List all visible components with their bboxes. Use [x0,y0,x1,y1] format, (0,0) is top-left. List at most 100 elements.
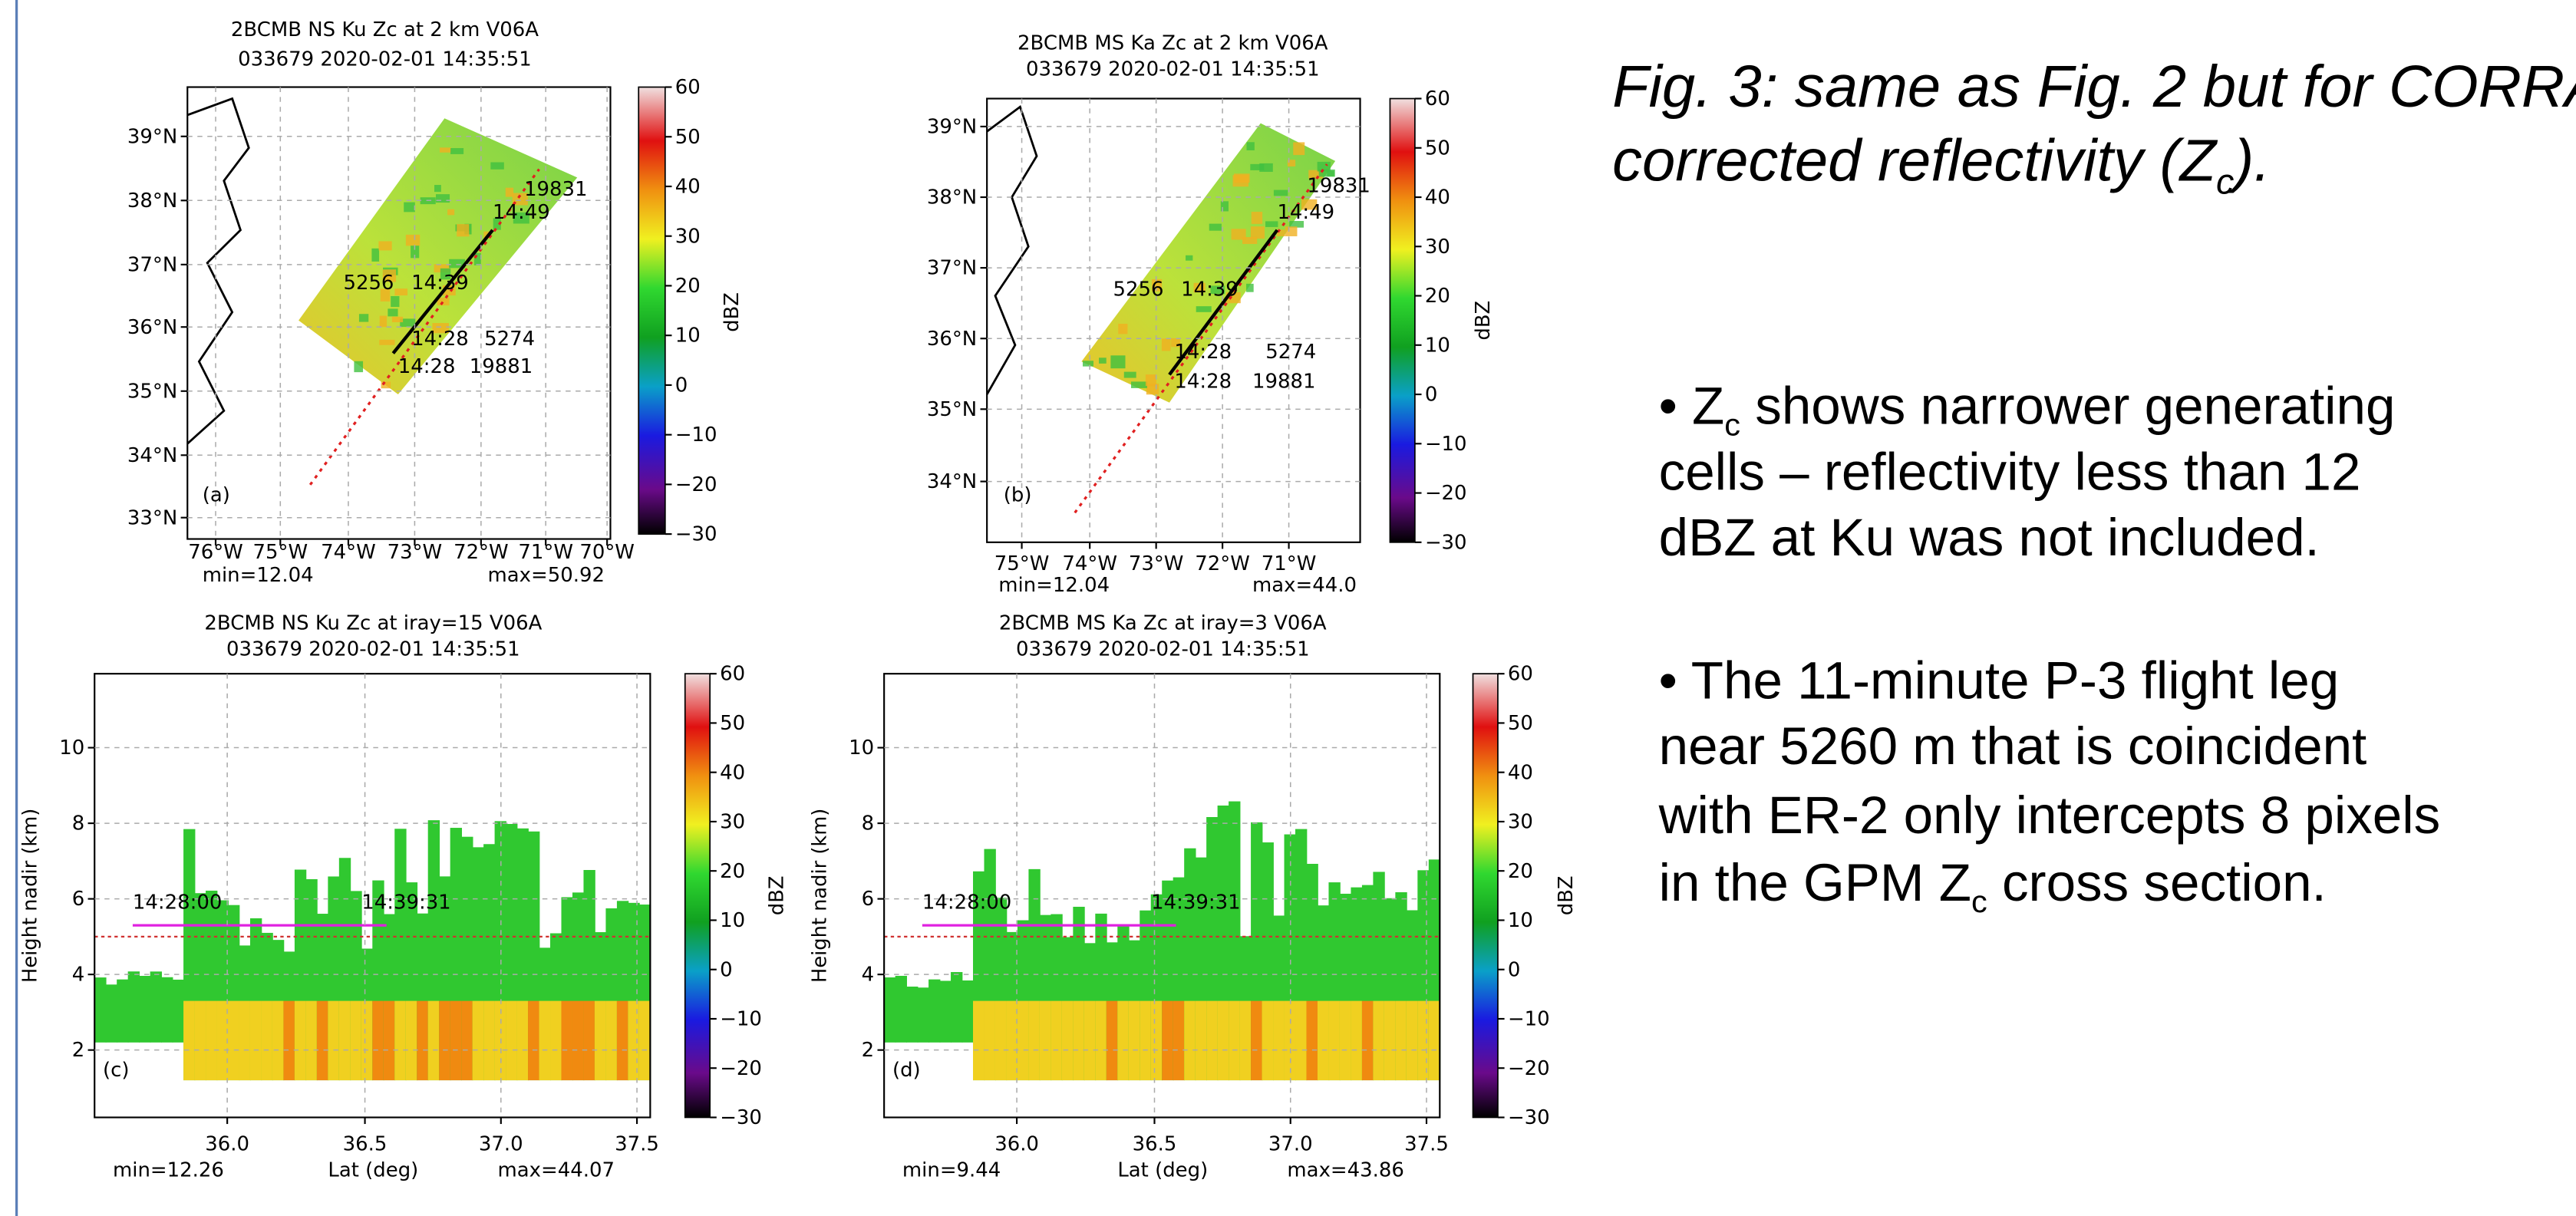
echo-cell [1308,170,1323,179]
echo-column-core [361,1000,374,1081]
echo-cell [1171,338,1180,348]
echo-cell [382,269,397,282]
echo-column-core [383,1000,396,1081]
bullet-line: • The 11-minute P-3 flight leg [1659,651,2340,710]
y-tick-label: 35°N [927,398,977,421]
echo-cell [490,162,504,170]
y-tick-label: 4 [862,964,875,987]
side-text: Fig. 3: same as Fig. 2 but for CORRA corr… [1612,54,2576,919]
x-tick-label: 37.0 [1268,1132,1313,1155]
echo-cell [1234,173,1250,183]
echo-column-core [539,1000,551,1081]
echo-cell [411,246,420,259]
echo-column [172,979,184,1043]
echo-column [961,980,974,1043]
echo-cell [391,295,400,308]
echo-column-core [1428,1000,1441,1081]
x-tick-label: 76°W [188,541,243,564]
echo-column-core [616,1000,629,1081]
colorbar-tick-label: 0 [675,374,688,397]
reflectivity-swath [298,118,578,395]
annotation: 14:28:00 [922,891,1011,914]
echo-cell [1161,338,1171,351]
echo-cell [505,187,514,197]
echo-cell [1152,278,1163,292]
echo-column-core [550,1000,562,1081]
annotation: 14:28 [398,355,456,378]
annotation: 14:28 [411,328,469,351]
text-run: c [1724,407,1740,443]
figure-panels: 2BCMB NS Ku Zc at 2 km V06A 033679 2020-0… [18,18,1578,1181]
colorbar-tick-label: 10 [1425,334,1450,357]
echo-column-core [973,1000,985,1081]
caption-line: Fig. 3: same as Fig. 2 but for CORRA [1612,54,2576,120]
colorbar-label: dBZ [1472,301,1495,341]
colorbar-tick-label: 0 [1508,958,1521,981]
colorbar [1472,673,1499,1119]
echo-column-core [1328,1000,1341,1081]
echo-column-core [228,1000,240,1081]
echo-column-core [1406,1000,1419,1081]
colorbar-tick-label: 30 [720,811,745,834]
echo-cell [1110,355,1126,369]
annotation: 14:49 [1277,201,1334,224]
echo-column-core [461,1000,473,1081]
echo-column-core [1361,1000,1374,1081]
echo-cell [457,224,470,237]
echo-column-core [405,1000,418,1081]
echo-column [895,975,907,1043]
echo-cell [381,381,391,389]
y-tick-label: 2 [862,1039,875,1062]
echo-column-core [1162,1000,1174,1081]
echo-cell [450,148,464,154]
colorbar-tick-label: −30 [720,1106,762,1129]
echo-cell [1289,221,1304,228]
echo-cell [1301,199,1318,210]
x-tick-label: 36.0 [205,1132,249,1155]
echo-cell [1082,361,1093,367]
echo-column [939,980,952,1043]
echo-column-core [272,1000,285,1081]
y-tick-label: 36°N [127,316,177,339]
echo-cell [1130,381,1147,388]
echo-column-core [1061,1000,1074,1081]
echo-cell [391,316,404,323]
echo-column-core [261,1000,273,1081]
colorbar-tick-label: 20 [1508,860,1533,883]
echo-column-core [561,1000,573,1081]
echo-column-core [1017,1000,1030,1081]
x-tick-label: 37.5 [1404,1132,1449,1155]
axes-frame [986,97,1361,543]
echo-cell [434,185,441,193]
echo-column-core [1150,1000,1163,1081]
echo-cell [400,318,416,328]
echo-column-core [572,1000,585,1081]
y-tick-label: 10 [849,737,874,760]
min-label: min=9.44 [902,1159,1001,1182]
echo-column [917,987,929,1043]
echo-cell [1246,142,1255,150]
echo-cell [1196,306,1212,312]
colorbar-tick-label: 20 [1425,285,1450,308]
echo-column-core [1195,1000,1208,1081]
y-tick-label: 37°N [127,254,177,277]
echo-cell [1242,236,1258,244]
echo-cell [378,241,392,251]
colorbar-tick-label: 40 [1425,186,1450,209]
colorbar-tick-label: 50 [1508,712,1533,735]
annotation: 14:28 [1174,341,1232,364]
echo-column-core [216,1000,229,1081]
colorbar-tick-label: 40 [675,176,701,199]
x-tick-label: 74°W [321,541,376,564]
echo-cell [388,308,398,317]
echo-column-core [194,1000,206,1081]
panel: 2BCMB MS Ka Zc at 2 km V06A 033679 2020-0… [927,31,1495,597]
echo-cell [358,314,369,322]
echo-column [117,979,129,1043]
max-label: max=43.86 [1287,1159,1403,1182]
echo-column-core [1373,1000,1385,1081]
echo-column-core [1384,1000,1397,1081]
echo-column-core [638,1000,651,1081]
text-run: dBZ at Ku was not included. [1659,508,2320,567]
y-tick-label: 39°N [127,125,177,148]
